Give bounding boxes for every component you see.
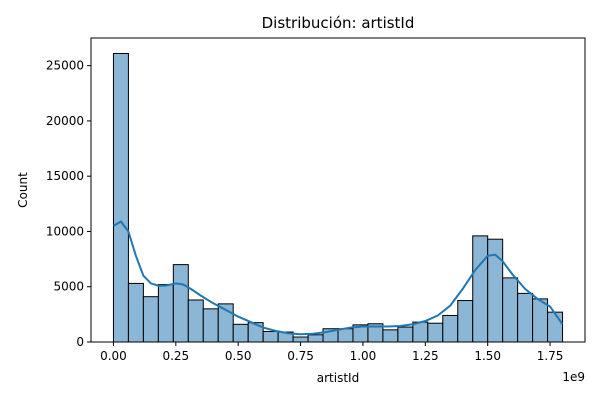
plot-frame	[90, 37, 586, 343]
y-tick-label: 15000	[46, 169, 84, 183]
histogram-bar	[127, 282, 144, 343]
histogram-bar	[532, 298, 549, 343]
histogram-bar	[307, 334, 324, 343]
histogram-bar	[397, 326, 414, 343]
histogram-bar	[157, 284, 174, 343]
histogram-bar	[547, 311, 564, 343]
histogram-bar	[187, 299, 204, 343]
y-tick-label: 5000	[53, 280, 84, 294]
x-tick-label: 1.75	[537, 349, 564, 363]
kde-curve	[112, 220, 564, 336]
x-tick-label: 0.50	[225, 349, 252, 363]
x-axis-scale-label: 1e9	[562, 370, 585, 384]
x-tick-label: 0.25	[162, 349, 189, 363]
histogram-bar	[412, 321, 429, 343]
y-axis-ticks: 0 5000 10000 15000 20000 25000	[46, 59, 91, 349]
histogram-bar	[427, 322, 444, 343]
histogram-bar	[262, 330, 279, 343]
chart-title: Distribución: artistId	[262, 14, 415, 32]
histogram-bar	[172, 264, 189, 343]
x-tick-label: 1.00	[350, 349, 377, 363]
x-tick-label: 0.00	[100, 349, 127, 363]
histogram-bar	[457, 300, 474, 343]
histogram-bar	[232, 323, 249, 343]
histogram-bar	[472, 235, 489, 343]
bars-group	[112, 52, 564, 343]
y-tick-label: 20000	[46, 114, 84, 128]
histogram-bar	[112, 52, 129, 343]
x-axis-title: artistId	[317, 371, 359, 385]
histogram-bar	[382, 329, 399, 343]
histogram-bar	[502, 277, 519, 343]
histogram-bar	[517, 292, 534, 343]
histogram-bar	[202, 308, 219, 343]
histogram-bar	[337, 328, 354, 343]
y-tick-label: 0	[76, 335, 84, 349]
histogram-bar	[142, 296, 159, 343]
y-tick-label: 25000	[46, 59, 84, 73]
histogram-bar	[442, 314, 459, 343]
x-tick-label: 1.50	[474, 349, 501, 363]
y-tick-label: 10000	[46, 224, 84, 238]
y-axis-title: Count	[16, 172, 30, 208]
x-axis-ticks: 0.00 0.25 0.50 0.75 1.00 1.25 1.50 1.75	[100, 342, 563, 363]
x-tick-label: 0.75	[287, 349, 314, 363]
histogram-bar	[292, 336, 309, 343]
x-tick-label: 1.25	[412, 349, 439, 363]
